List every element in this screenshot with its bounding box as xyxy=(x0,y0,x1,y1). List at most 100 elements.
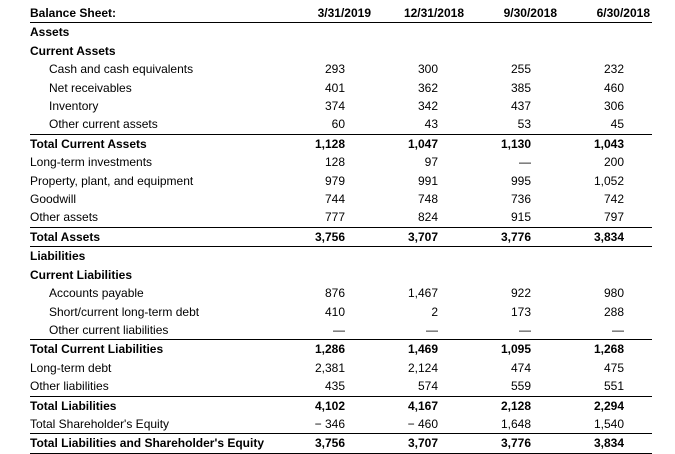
row-label: Liabilities xyxy=(30,249,86,264)
table-row: Total Liabilities 4,102 4,167 2,128 2,294 xyxy=(30,396,652,415)
table-row: Current Assets xyxy=(30,42,652,60)
row-value: 2 xyxy=(431,304,438,319)
table-row: Assets xyxy=(30,23,652,42)
row-value: 824 xyxy=(417,210,438,225)
row-value: 4,167 xyxy=(407,398,438,413)
row-value: 777 xyxy=(324,210,345,225)
row-label: Total Liabilities xyxy=(30,398,117,413)
row-label: Total Current Liabilities xyxy=(30,342,164,357)
table-row: Total Current Assets 1,128 1,047 1,130 1,043 xyxy=(30,134,652,153)
row-label: Total Liabilities and Shareholder's Equi… xyxy=(30,436,265,451)
row-value: 435 xyxy=(324,379,345,394)
row-value: 559 xyxy=(510,379,531,394)
row-value: 288 xyxy=(603,304,624,319)
row-label: Total Assets xyxy=(30,229,101,244)
row-value: 574 xyxy=(417,379,438,394)
row-value: 4,102 xyxy=(314,398,345,413)
row-value: 53 xyxy=(517,117,531,132)
column-header-date: 6/30/2018 xyxy=(596,6,650,20)
column-header-date: 3/31/2019 xyxy=(317,6,371,20)
row-value xyxy=(373,247,466,266)
row-label: Property, plant, and equipment xyxy=(30,173,194,188)
row-value: 255 xyxy=(510,62,531,77)
table-row: Total Liabilities and Shareholder's Equi… xyxy=(30,433,652,454)
row-value: 1,047 xyxy=(407,136,438,151)
table-row: Total Current Liabilities 1,286 1,469 1,095… xyxy=(30,339,652,359)
table-row: Long-term debt 2,381 2,124 474 475 xyxy=(30,359,652,377)
table-body: Assets Current Assets Cash and cash equiva… xyxy=(30,23,652,454)
row-value: 736 xyxy=(510,192,531,207)
row-value: 1,095 xyxy=(500,342,531,357)
row-value: 173 xyxy=(510,304,531,319)
row-value: 1,540 xyxy=(593,416,624,431)
row-value: 342 xyxy=(417,99,438,114)
table-row: Other assets 777 824 915 797 xyxy=(30,208,652,227)
row-value: 128 xyxy=(324,155,345,170)
row-value: 306 xyxy=(603,99,624,114)
row-value: 3,707 xyxy=(407,436,438,451)
column-header-date: 12/31/2018 xyxy=(403,6,464,20)
row-label: Other current liabilities xyxy=(49,322,169,337)
row-value: 3,776 xyxy=(500,436,531,451)
row-value: 3,756 xyxy=(314,436,345,451)
row-label: Assets xyxy=(30,25,70,40)
row-value: 401 xyxy=(324,80,345,95)
table-row: Property, plant, and equipment 979 991 995 1… xyxy=(30,172,652,190)
row-value: 2,128 xyxy=(500,398,531,413)
row-value: 748 xyxy=(417,192,438,207)
row-value xyxy=(559,42,652,60)
row-label: Current Assets xyxy=(30,43,116,58)
row-value xyxy=(280,247,373,266)
row-value xyxy=(466,42,559,60)
row-value: − 460 xyxy=(407,416,438,431)
table-row: Current Liabilities xyxy=(30,266,652,284)
table-row: Total Shareholder's Equity − 346 − 460 1,64… xyxy=(30,415,652,434)
row-value: 3,834 xyxy=(593,229,624,244)
row-value: — xyxy=(519,155,531,170)
row-value: — xyxy=(519,322,531,337)
row-value: 1,648 xyxy=(500,416,531,431)
row-value: 876 xyxy=(324,286,345,301)
row-value: 43 xyxy=(424,117,438,132)
row-value xyxy=(280,42,373,60)
table-row: Short/current long-term debt 410 2 173 288 xyxy=(30,303,652,321)
row-value: 475 xyxy=(603,360,624,375)
row-value: 410 xyxy=(324,304,345,319)
table-row: Total Assets 3,756 3,707 3,776 3,834 xyxy=(30,227,652,247)
balance-sheet-table: Balance Sheet: 3/31/2019 12/31/2018 9/30… xyxy=(30,4,652,454)
balance-sheet: Balance Sheet: 3/31/2019 12/31/2018 9/30… xyxy=(30,4,652,454)
row-value: 293 xyxy=(324,62,345,77)
table-row: Cash and cash equivalents 293 300 255 232 xyxy=(30,60,652,78)
row-label: Other liabilities xyxy=(30,379,109,394)
table-row: Long-term investments 128 97 — 200 xyxy=(30,153,652,171)
row-label: Total Current Assets xyxy=(30,136,147,151)
row-value: 2,124 xyxy=(407,360,438,375)
row-value: — xyxy=(426,322,438,337)
row-value: 1,268 xyxy=(593,342,624,357)
table-row: Goodwill 744 748 736 742 xyxy=(30,190,652,208)
row-label: Goodwill xyxy=(30,192,77,207)
row-value: − 346 xyxy=(314,416,345,431)
row-value: — xyxy=(612,322,624,337)
row-value: 1,043 xyxy=(593,136,624,151)
row-value: 1,286 xyxy=(314,342,345,357)
row-value: 991 xyxy=(417,173,438,188)
row-label: Long-term investments xyxy=(30,155,153,170)
row-value: 460 xyxy=(603,80,624,95)
row-value: 3,707 xyxy=(407,229,438,244)
row-value: 1,130 xyxy=(500,136,531,151)
row-value: 3,776 xyxy=(500,229,531,244)
table-row: Other liabilities 435 574 559 551 xyxy=(30,377,652,396)
row-value: 980 xyxy=(603,286,624,301)
row-value: 300 xyxy=(417,62,438,77)
row-value: 374 xyxy=(324,99,345,114)
row-value xyxy=(559,247,652,266)
row-value xyxy=(559,23,652,42)
row-value: 1,469 xyxy=(407,342,438,357)
row-value: 551 xyxy=(603,379,624,394)
table-row: Other current liabilities — — — — xyxy=(30,321,652,340)
row-value xyxy=(280,23,373,42)
row-value xyxy=(559,266,652,284)
row-value: 200 xyxy=(603,155,624,170)
row-label: Inventory xyxy=(49,99,99,114)
